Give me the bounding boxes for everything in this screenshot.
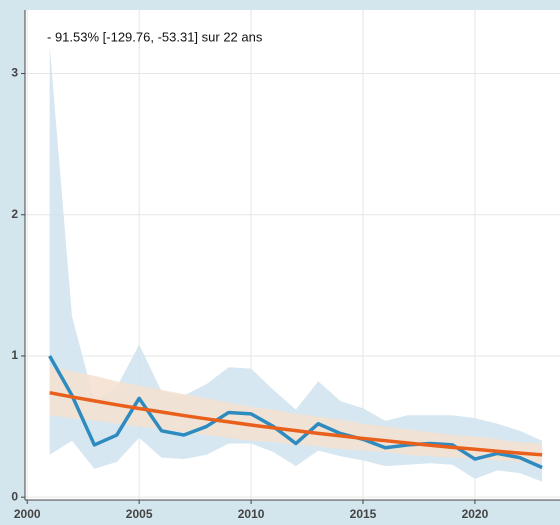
- x-tick-label: 2020: [462, 507, 489, 521]
- series-line: [49, 390, 543, 457]
- y-tick-label: 0: [11, 489, 18, 503]
- annotation: - 91.53% [-129.76, -53.31] sur 22 ans: [47, 29, 263, 44]
- y-tick-label: 3: [11, 66, 18, 80]
- confidence-band: [49, 45, 543, 482]
- x-tick-label: 2000: [14, 507, 41, 521]
- x-tick-label: 2005: [126, 507, 153, 521]
- confidence-band: [49, 365, 543, 464]
- x-tick-label: 2010: [238, 507, 265, 521]
- x-tick-label: 2015: [350, 507, 377, 521]
- y-tick-label: 1: [11, 348, 18, 362]
- y-tick-label: 2: [11, 207, 18, 221]
